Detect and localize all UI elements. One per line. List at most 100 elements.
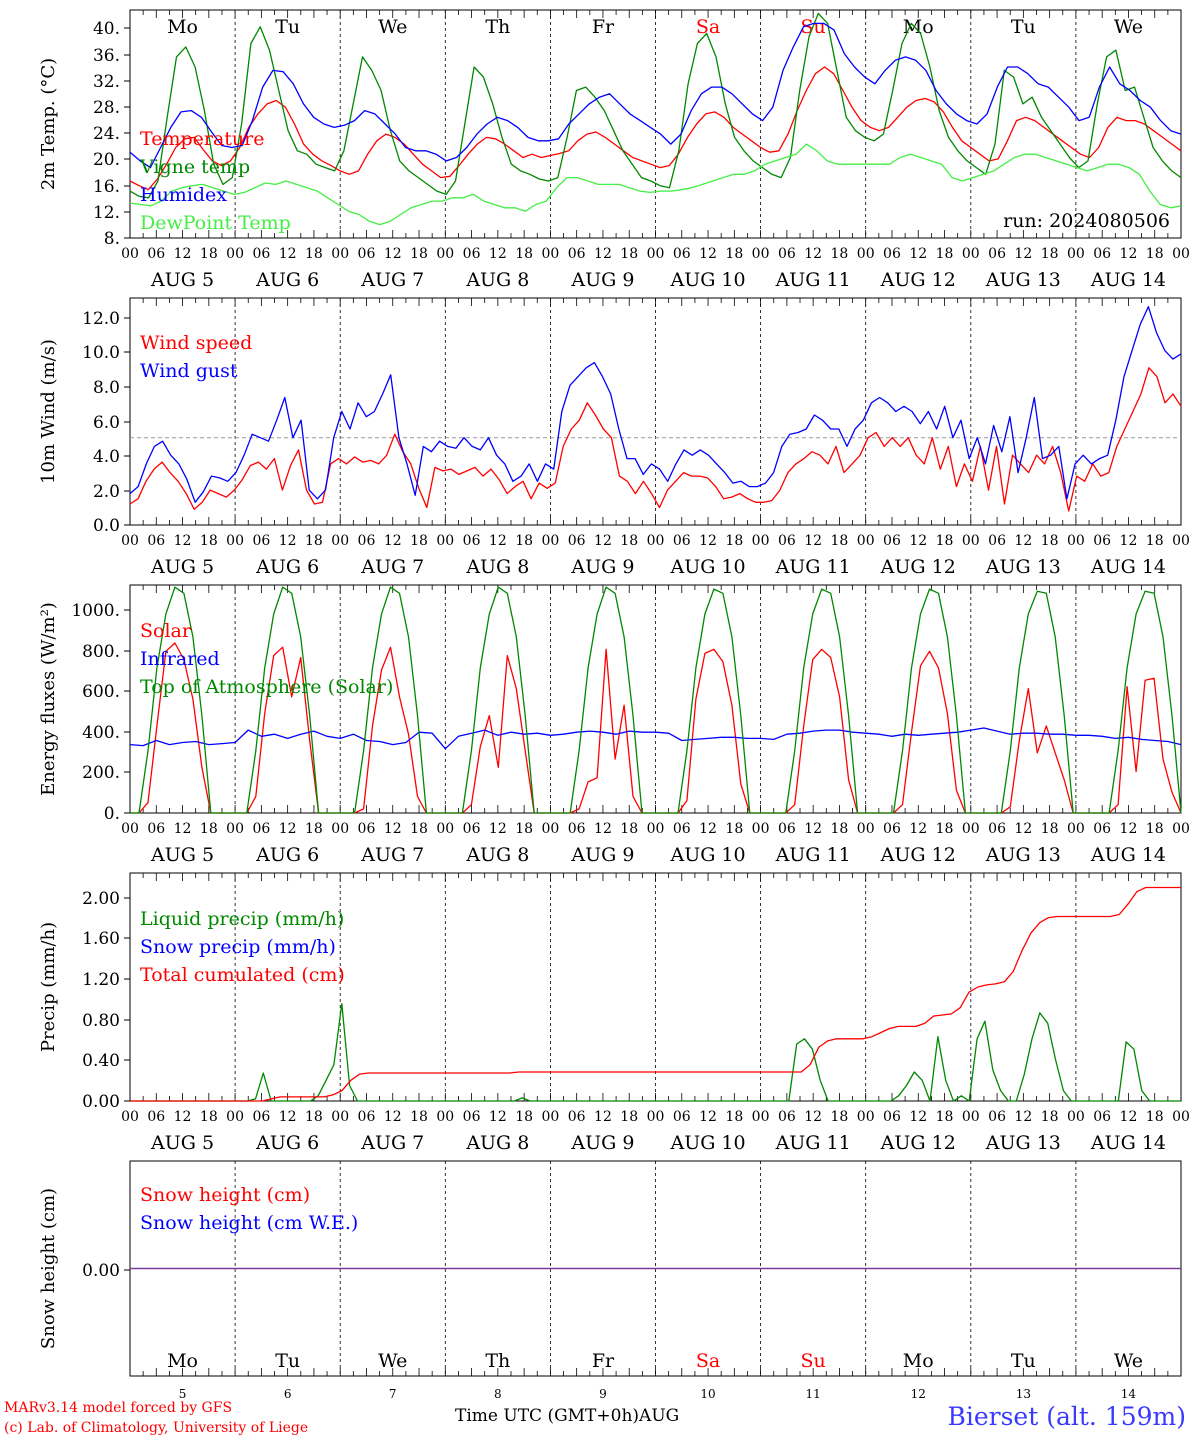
hour-tick-label: 18 [515, 821, 533, 837]
y-tick-label: 32. [93, 72, 120, 92]
hour-tick-label: 00 [647, 533, 665, 549]
date-label: AUG 9 [570, 269, 634, 291]
hour-tick-label: 00 [331, 821, 349, 837]
date-label: AUG 10 [669, 1132, 745, 1154]
hour-tick-label: 00 [752, 821, 770, 837]
hour-tick-label: 06 [988, 821, 1006, 837]
date-label: AUG 12 [880, 1132, 956, 1154]
date-label: AUG 14 [1090, 269, 1166, 291]
hour-tick-label: 18 [831, 246, 849, 262]
day-number: 9 [599, 1387, 607, 1401]
hour-tick-label: 12 [909, 246, 927, 262]
hour-tick-label: 06 [147, 533, 165, 549]
hour-tick-label: 06 [463, 246, 481, 262]
hour-tick-label: 12 [699, 821, 717, 837]
hour-tick-label: 12 [174, 1109, 192, 1125]
legend-entry: Wind speed [140, 332, 252, 354]
date-label: AUG 11 [775, 844, 851, 866]
hour-tick-label: 06 [147, 1109, 165, 1125]
y-tick-label: 800. [82, 642, 120, 662]
date-label: AUG 8 [465, 1132, 529, 1154]
hour-tick-label: 12 [699, 246, 717, 262]
hour-tick-label: 06 [252, 533, 270, 549]
hour-tick-label: 12 [279, 1109, 297, 1125]
y-tick-label: 20. [93, 150, 120, 170]
hour-tick-label: 12 [1120, 533, 1138, 549]
date-label: AUG 12 [880, 556, 956, 578]
hour-tick-label: 18 [620, 821, 638, 837]
day-number: 10 [700, 1387, 715, 1401]
hour-tick-label: 18 [305, 533, 323, 549]
hour-tick-label: 00 [962, 821, 980, 837]
date-label: AUG 5 [150, 556, 214, 578]
hour-tick-label: 12 [489, 821, 507, 837]
y-tick-label: 40. [93, 19, 120, 39]
hour-tick-label: 18 [200, 533, 218, 549]
date-label: AUG 7 [360, 844, 424, 866]
day-name: We [1114, 16, 1143, 38]
day-name: We [378, 1350, 407, 1372]
hour-tick-label: 18 [410, 1109, 428, 1125]
y-tick-label: 200. [82, 763, 120, 783]
hour-tick-label: 12 [174, 533, 192, 549]
y-axis-label: Precip (mm/h) [38, 922, 59, 1052]
hour-tick-label: 12 [1014, 533, 1032, 549]
hour-tick-label: 06 [568, 246, 586, 262]
y-tick-label: 0.00 [82, 1092, 120, 1112]
hour-tick-label: 06 [1093, 533, 1111, 549]
hour-tick-label: 12 [489, 533, 507, 549]
time-axis-label: Time UTC (GMT+0h)AUG [455, 1406, 680, 1426]
hour-tick-label: 18 [410, 821, 428, 837]
hour-tick-label: 12 [174, 821, 192, 837]
wind-series-1 [129, 306, 1182, 503]
hour-tick-label: 12 [594, 533, 612, 549]
hour-tick-label: 00 [857, 246, 875, 262]
hour-tick-label: 12 [279, 246, 297, 262]
date-label: AUG 6 [255, 556, 319, 578]
date-label: AUG 14 [1090, 844, 1166, 866]
hour-tick-label: 18 [200, 246, 218, 262]
legend-entry: Solar [140, 620, 192, 642]
y-tick-label: 12.0 [82, 309, 120, 329]
hour-tick-label: 06 [988, 1109, 1006, 1125]
precip-series-0 [130, 1002, 1181, 1102]
hour-tick-label: 18 [1041, 821, 1059, 837]
hour-tick-label: 12 [909, 821, 927, 837]
date-label: AUG 8 [465, 269, 529, 291]
hour-tick-label: 12 [174, 246, 192, 262]
day-name: Fr [592, 1350, 615, 1372]
run-label: run: 2024080506 [1003, 210, 1170, 232]
date-label: AUG 13 [985, 844, 1061, 866]
hour-tick-label: 18 [305, 246, 323, 262]
legend-entry: Total cumulated (cm) [140, 964, 345, 986]
hour-tick-label: 12 [909, 533, 927, 549]
hour-tick-label: 06 [673, 533, 691, 549]
hour-tick-label: 12 [594, 821, 612, 837]
station-name: Bierset (alt. 159m) [947, 1402, 1186, 1431]
legend-entry: Top of Atmosphere (Solar) [140, 676, 393, 698]
hour-tick-label: 00 [331, 1109, 349, 1125]
hour-tick-label: 18 [725, 821, 743, 837]
hour-tick-label: 00 [121, 533, 139, 549]
hour-tick-label: 06 [358, 1109, 376, 1125]
date-label: AUG 12 [880, 269, 956, 291]
day-number: 12 [911, 1387, 926, 1401]
hour-tick-label: 18 [1041, 246, 1059, 262]
hour-tick-label: 18 [1041, 1109, 1059, 1125]
model-credit: MARv3.14 model forced by GFS [4, 1400, 233, 1416]
legend-entry: Wind gust [140, 360, 238, 382]
hour-tick-label: 18 [620, 533, 638, 549]
day-name: Sa [696, 16, 720, 38]
hour-tick-label: 00 [857, 1109, 875, 1125]
hour-tick-label: 06 [883, 246, 901, 262]
hour-tick-label: 00 [226, 246, 244, 262]
hour-tick-label: 06 [883, 1109, 901, 1125]
hour-tick-label: 18 [725, 533, 743, 549]
date-label: AUG 14 [1090, 1132, 1166, 1154]
legend-entry: Snow precip (mm/h) [140, 936, 336, 958]
precip-series-1 [130, 886, 1181, 1102]
energy-series-1 [129, 727, 1182, 750]
hour-tick-label: 00 [1172, 821, 1190, 837]
hour-tick-label: 00 [436, 246, 454, 262]
date-label: AUG 9 [570, 844, 634, 866]
